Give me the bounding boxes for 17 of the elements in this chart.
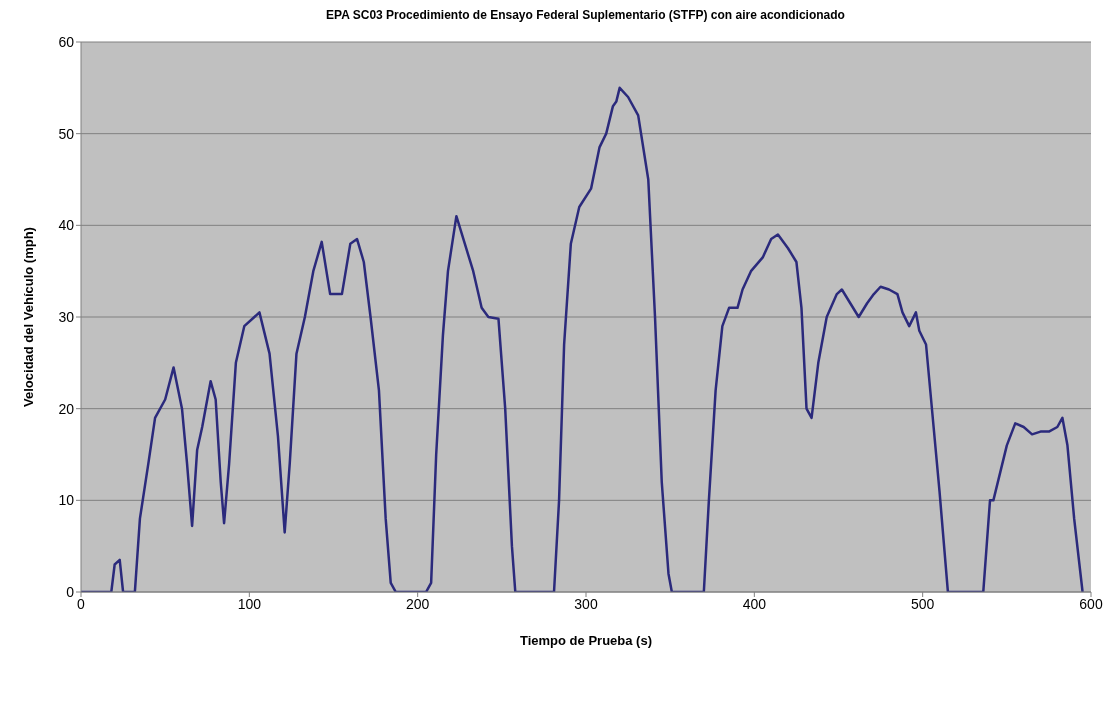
y-axis-title: Velocidad del Vehículo (mph)	[20, 227, 36, 407]
y-tick-label: 10	[58, 492, 75, 509]
y-tick-label: 20	[58, 400, 75, 417]
y-tick-label: 40	[58, 217, 75, 234]
chart-title: EPA SC03 Procedimiento de Ensayo Federal Suplementario (STFP) con aire acondicionado	[325, 8, 846, 22]
x-tick-label: 100	[237, 595, 262, 612]
y-tick-label: 30	[58, 308, 75, 325]
y-tick-label: 0	[66, 583, 75, 600]
y-tick-label: 50	[58, 125, 75, 142]
y-tick-label: 60	[58, 33, 75, 50]
x-tick-label: 200	[405, 595, 430, 612]
x-tick-label: 600	[1079, 595, 1103, 612]
x-tick-label: 400	[742, 595, 767, 612]
x-tick-label: 500	[910, 595, 935, 612]
x-tick-label: 300	[574, 595, 598, 612]
x-tick-label: 0	[77, 595, 86, 612]
x-axis-title: Tiempo de Prueba (s)	[520, 633, 652, 649]
